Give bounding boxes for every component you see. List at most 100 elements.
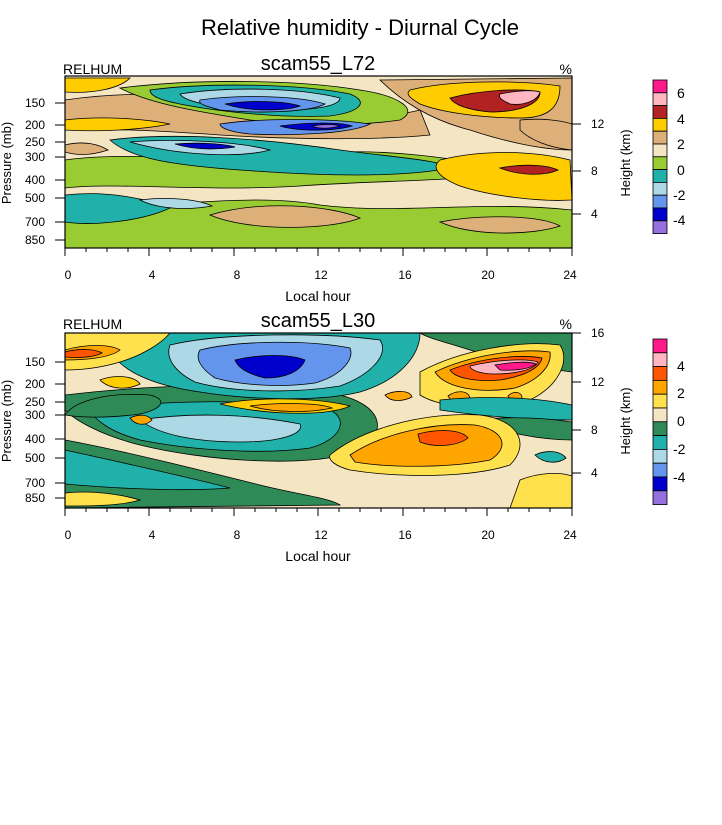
y-tick-label: 300 bbox=[25, 150, 45, 164]
contour-band bbox=[65, 449, 231, 491]
colorbar-swatch bbox=[652, 156, 668, 171]
colorbar-swatch bbox=[652, 490, 668, 505]
y-tick-label: 400 bbox=[25, 432, 45, 446]
colorbar-label: -2 bbox=[673, 187, 686, 203]
x-tick-label: 0 bbox=[65, 268, 72, 282]
contour-band bbox=[509, 472, 572, 508]
contour-field bbox=[65, 76, 572, 248]
contour-band bbox=[384, 391, 413, 401]
colorbar-label: -4 bbox=[673, 469, 686, 485]
colorbar-swatch bbox=[652, 143, 668, 158]
colorbar: 6 4 2 0 -2 -4 bbox=[652, 79, 686, 235]
colorbar-swatch bbox=[652, 366, 668, 381]
contour-band bbox=[534, 451, 567, 463]
y-tick-label: 850 bbox=[25, 233, 45, 247]
y-right-tick-label: 4 bbox=[591, 466, 598, 480]
colorbar-swatch bbox=[652, 169, 668, 183]
contour-band bbox=[65, 117, 171, 132]
contour-band bbox=[224, 101, 302, 111]
y-right-tick-label: 12 bbox=[591, 375, 605, 389]
panel-left-label: RELHUM bbox=[63, 61, 122, 77]
x-axis: 0 4 8 12 16 20 24 Local hour bbox=[64, 248, 577, 304]
y-right-axis-label: Height (km) bbox=[618, 129, 633, 196]
colorbar-label: 4 bbox=[677, 358, 685, 374]
colorbar-swatch bbox=[652, 393, 668, 409]
contour-band bbox=[65, 142, 109, 155]
x-tick-label: 8 bbox=[234, 268, 241, 282]
y-tick-label: 700 bbox=[25, 215, 45, 229]
y-tick-label: 300 bbox=[25, 408, 45, 422]
x-tick-label: 8 bbox=[234, 528, 241, 542]
colorbar-swatch bbox=[652, 118, 668, 132]
contour-band bbox=[499, 90, 541, 105]
x-tick-label: 4 bbox=[149, 268, 156, 282]
y-tick-label: 500 bbox=[25, 191, 45, 205]
y-right-tick-label: 12 bbox=[591, 117, 605, 131]
x-tick-label: 0 bbox=[65, 528, 72, 542]
contour-band bbox=[174, 142, 236, 150]
colorbar-swatch bbox=[652, 207, 668, 222]
colorbar-swatch bbox=[652, 448, 668, 464]
x-tick-label: 12 bbox=[314, 528, 328, 542]
x-axis-label: Local hour bbox=[285, 548, 351, 564]
colorbar-swatch bbox=[652, 130, 668, 145]
panel-right-label: % bbox=[560, 316, 572, 332]
colorbar-swatch bbox=[652, 462, 668, 478]
colorbar-label: 2 bbox=[677, 385, 685, 401]
y-tick-label: 150 bbox=[25, 96, 45, 110]
contour-band bbox=[310, 124, 342, 129]
y-right-tick-label: 8 bbox=[591, 164, 598, 178]
y-axis-label: Pressure (mb) bbox=[0, 122, 14, 204]
colorbar-swatch bbox=[652, 379, 668, 395]
colorbar-swatch bbox=[652, 194, 668, 209]
colorbar-label: 0 bbox=[677, 413, 685, 429]
y-tick-label: 500 bbox=[25, 451, 45, 465]
colorbar-swatch bbox=[652, 476, 668, 492]
y-tick-label: 400 bbox=[25, 173, 45, 187]
colorbar-label: 2 bbox=[677, 136, 685, 152]
contour-band bbox=[249, 403, 334, 412]
colorbar-label: 0 bbox=[677, 162, 685, 178]
contour-band bbox=[139, 414, 301, 443]
contour-band bbox=[438, 216, 561, 234]
colorbar-swatch bbox=[652, 92, 668, 107]
x-tick-label: 4 bbox=[149, 528, 156, 542]
contour-band bbox=[494, 361, 537, 371]
contour-band bbox=[439, 397, 572, 421]
y-tick-label: 250 bbox=[25, 395, 45, 409]
x-tick-label: 16 bbox=[398, 528, 412, 542]
contour-band bbox=[208, 205, 362, 228]
contour-band bbox=[65, 349, 103, 358]
y-tick-label: 200 bbox=[25, 377, 45, 391]
y-tick-label: 700 bbox=[25, 476, 45, 490]
colorbar-swatch bbox=[652, 352, 668, 367]
y-right-axis-label: Height (km) bbox=[618, 387, 633, 454]
colorbar-swatch bbox=[652, 435, 668, 450]
contour-band bbox=[65, 491, 142, 507]
colorbar-label: -4 bbox=[673, 212, 686, 228]
colorbar-swatch bbox=[652, 338, 668, 354]
contour-band bbox=[498, 164, 559, 175]
y-right-tick-label: 4 bbox=[591, 207, 598, 221]
y-axis-right: 16 12 8 4 Height (km) bbox=[572, 326, 633, 480]
panel-l30: scam55_L30 RELHUM % bbox=[0, 310, 686, 564]
y-tick-label: 850 bbox=[25, 491, 45, 505]
contour-band bbox=[435, 152, 572, 201]
y-right-tick-label: 16 bbox=[591, 326, 605, 340]
panel-right-label: % bbox=[560, 61, 572, 77]
panel-title: scam55_L30 bbox=[261, 310, 376, 332]
y-tick-label: 150 bbox=[25, 355, 45, 369]
x-tick-label: 24 bbox=[563, 528, 577, 542]
y-tick-label: 250 bbox=[25, 135, 45, 149]
colorbar: 4 2 0 -2 -4 bbox=[652, 338, 686, 505]
colorbar-label: -2 bbox=[673, 441, 686, 457]
contour-band bbox=[417, 430, 469, 446]
x-tick-label: 20 bbox=[481, 528, 495, 542]
panel-l72: scam55_L72 RELHUM % bbox=[0, 53, 686, 304]
colorbar-swatch bbox=[652, 79, 668, 94]
panel-left-label: RELHUM bbox=[63, 316, 122, 332]
y-axis-left: 150 200 250 300 400 500 700 850 Pressure… bbox=[0, 96, 65, 247]
y-axis-left: 150 200 250 300 400 500 700 850 Pressure… bbox=[0, 355, 65, 505]
colorbar-swatch bbox=[652, 105, 668, 119]
